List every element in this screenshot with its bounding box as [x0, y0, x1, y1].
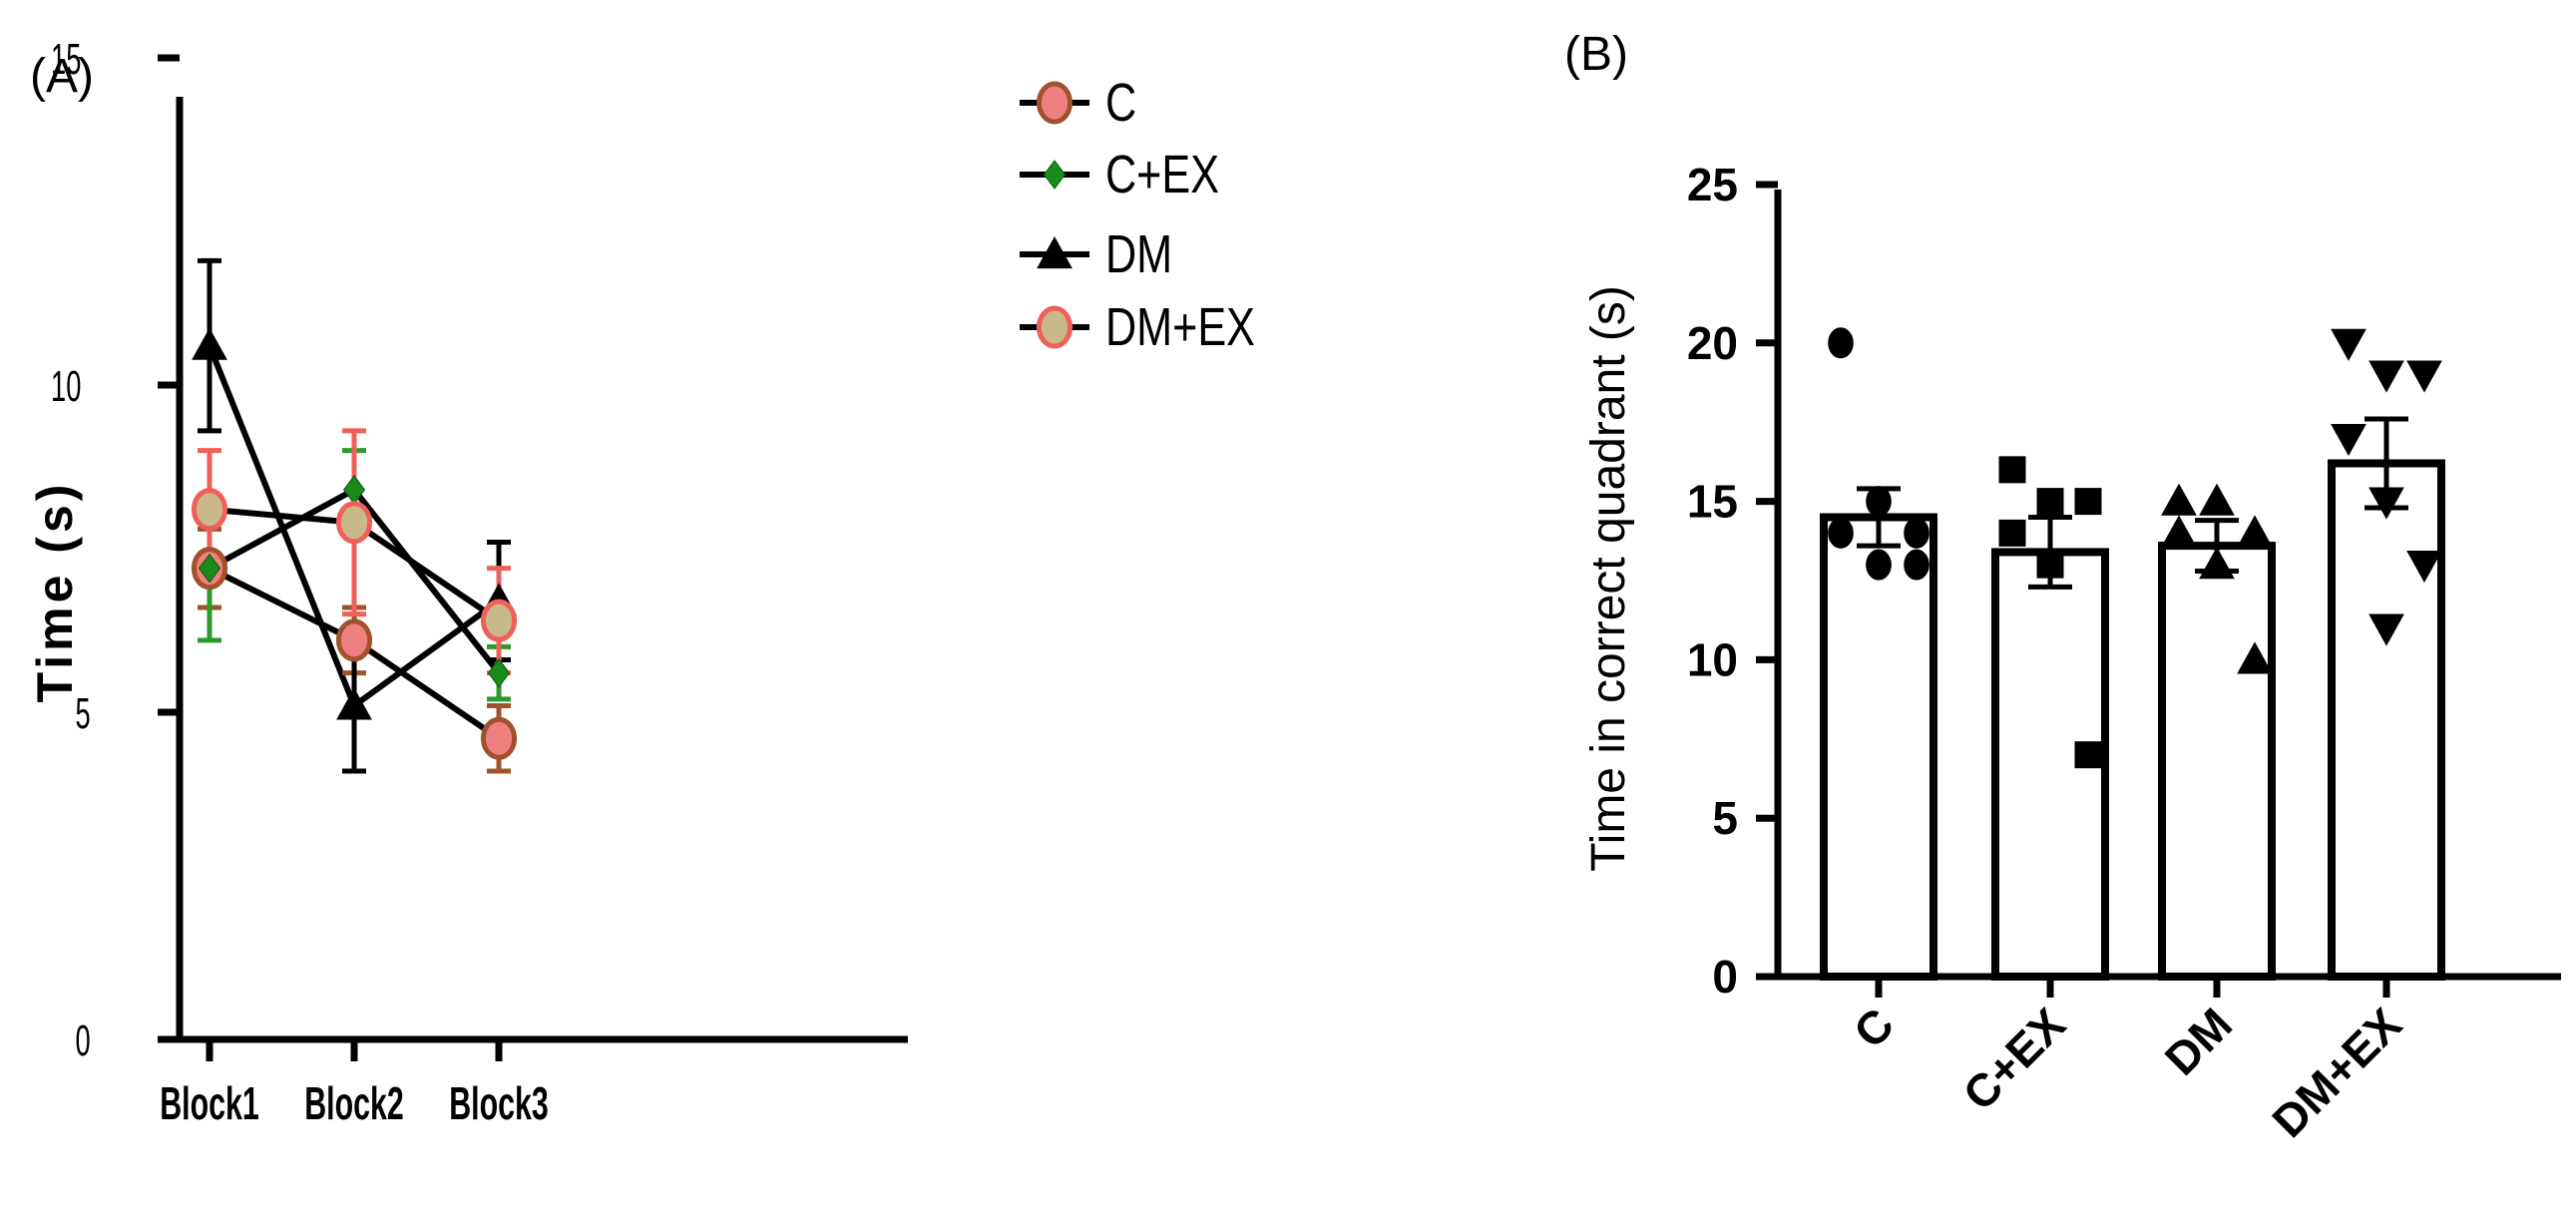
panel-b-data-point [1828, 327, 1854, 359]
panel-b-data-point [2074, 488, 2102, 516]
panel-b-data-point [2331, 328, 2366, 361]
panel-b-data-point [2036, 488, 2064, 516]
panel-b-data-point [1998, 456, 2026, 484]
panel-b-y-tick-label: 20 [1687, 317, 1738, 369]
panel-a-y-tick-label: 10 [51, 361, 81, 410]
panel-b-data-point [2036, 551, 2064, 579]
panel-a-legend-item: C [1020, 74, 1136, 134]
panel-b-data-point [1866, 549, 1892, 581]
panel-a-data-point [198, 553, 221, 584]
panel-a-data-point [335, 501, 373, 545]
panel-a-y-tick-label: 0 [76, 1015, 91, 1064]
legend-marker-icon [1043, 160, 1067, 190]
panel-a-y-tick-label: 5 [76, 688, 91, 737]
panel-b-data-point [2199, 483, 2235, 516]
panel-b-data-point [2074, 741, 2102, 769]
panel-a-label: (A) [30, 50, 94, 103]
panel-a-legend-item: C+EX [1020, 146, 1219, 205]
panel-b-x-tick-label: DM+EX [2262, 998, 2411, 1147]
panel-b-x-tick-label: C+EX [1952, 998, 2075, 1120]
panel-b-y-tick-label: 25 [1687, 159, 1738, 210]
panel-b-data-point [1904, 549, 1930, 581]
panel-a-legend-label: DM [1105, 225, 1172, 285]
panel-b-label: (B) [1564, 28, 1628, 81]
panel-b-bar [2328, 459, 2445, 982]
panel-a-data-point [192, 327, 227, 360]
panel-b-x-tick-label: DM [2155, 998, 2242, 1084]
panel-a-legend-label: C [1105, 74, 1136, 134]
panel-a-data-point [191, 488, 228, 532]
panel-a-data-point [480, 599, 518, 642]
legend-marker-icon [1036, 81, 1073, 125]
panel-b-bar [2158, 542, 2276, 982]
panel-b-data-point [2368, 613, 2404, 646]
panel-a-y-tick-label: 15 [51, 34, 81, 83]
panel-b-data-point [2368, 487, 2404, 520]
panel-a-data-point [480, 716, 518, 760]
panel-b-data-point [2406, 551, 2442, 584]
panel-b-data-point [2406, 360, 2442, 393]
panel-b-data-point [2161, 515, 2197, 548]
panel-b-data-point [1904, 517, 1930, 549]
panel-b-y-axis-title: Time in correct quadrant (s) [1582, 285, 1635, 872]
panel-b-data-point [1828, 517, 1854, 549]
panel-a-line-chart: (A) Time (s) 0 5 10 15 Block1 Block2 Block3 C… [27, 34, 1255, 1129]
panel-b-data-point [1998, 519, 2026, 547]
panel-a-data-point [336, 687, 372, 720]
legend-marker-icon [1036, 305, 1073, 349]
panel-a-x-tick-label: Block1 [160, 1079, 259, 1130]
panel-a-legend-item: DM+EX [1020, 298, 1255, 358]
panel-b-data-point [2368, 360, 2404, 393]
panel-a-x-tick-label: Block3 [449, 1079, 549, 1130]
panel-a-legend-label: DM+EX [1105, 298, 1255, 358]
panel-b-bar [1820, 513, 1937, 981]
legend-marker-icon [1037, 235, 1073, 269]
panel-b-data-point [2237, 641, 2273, 674]
panel-a-data-point [487, 657, 511, 688]
panel-b-data-point [2237, 515, 2273, 548]
panel-a-legend-item: DM [1020, 225, 1172, 285]
panel-b-x-tick-label: C [1844, 998, 1904, 1057]
panel-b-data-point [2161, 483, 2197, 516]
panel-a-y-axis-title: Time (s) [27, 481, 83, 703]
panel-b-data-point [1866, 486, 1892, 518]
panel-b-y-tick-label: 0 [1712, 951, 1738, 1003]
panel-b-bar-chart: (B) Time in correct quadrant (s) 0 5 10 15 2… [1564, 28, 2561, 1147]
panel-a-data-point [335, 618, 373, 662]
panel-b-data-point [2331, 423, 2366, 457]
panel-b-y-tick-label: 10 [1687, 633, 1738, 685]
panel-b-data-point [2199, 547, 2235, 580]
panel-a-legend-label: C+EX [1105, 146, 1219, 205]
panel-a-x-tick-label: Block2 [304, 1079, 404, 1130]
panel-b-y-tick-label: 5 [1712, 792, 1738, 844]
panel-b-y-tick-label: 15 [1687, 476, 1738, 528]
